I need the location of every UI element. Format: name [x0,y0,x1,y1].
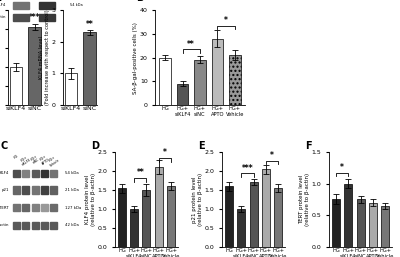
Bar [274,188,282,247]
Bar [194,60,206,105]
Text: A: A [0,0,2,3]
Bar [32,204,38,212]
Bar [212,39,223,105]
Bar [32,170,38,177]
Bar [250,182,258,247]
Y-axis label: KLF4 mRNA level
(Fold increase with respect to control): KLF4 mRNA level (Fold increase with resp… [39,10,50,105]
Y-axis label: p21 protein level
(relative to β-actin): p21 protein level (relative to β-actin) [192,173,203,226]
Bar [229,55,240,105]
Bar [155,167,163,247]
Text: HG+
APTO: HG+ APTO [38,154,50,166]
Bar [13,170,20,177]
Text: C: C [0,141,8,151]
Bar [262,169,270,247]
Text: β-actin: β-actin [0,223,9,227]
Text: *: * [224,16,228,25]
Bar [41,186,48,194]
Text: KLF4: KLF4 [0,171,9,176]
Bar [142,190,150,247]
Bar [225,186,233,247]
Bar [64,73,77,105]
Bar [344,184,352,247]
Bar [22,170,29,177]
Y-axis label: KLF4 protein level
(relative to β-actin): KLF4 protein level (relative to β-actin) [85,173,96,226]
Text: B: B [136,0,143,3]
Text: 42 kDa: 42 kDa [65,223,78,227]
Text: p21: p21 [2,188,9,192]
Text: **: ** [187,40,195,49]
Text: TERT: TERT [0,206,9,210]
Bar [22,222,29,229]
Text: 21 kDa: 21 kDa [65,188,78,192]
Bar [50,186,58,194]
Bar [41,222,48,229]
Text: HG+
siNC: HG+ siNC [30,154,41,166]
Bar [28,27,41,105]
Text: **: ** [86,20,94,29]
Bar [160,58,171,105]
Bar [32,186,38,194]
Bar [41,170,48,177]
Bar [237,209,245,247]
Text: HG: HG [13,154,19,160]
Bar [356,199,364,247]
Text: F: F [305,141,312,151]
Bar [381,206,389,247]
Text: D: D [91,141,99,151]
Bar [22,204,29,212]
Text: HG+
Vehicle: HG+ Vehicle [47,154,61,168]
Bar [118,188,126,247]
Y-axis label: SA-β-gal-positive cells (%): SA-β-gal-positive cells (%) [134,22,138,94]
Y-axis label: TERT protein level
(relative to β-actin): TERT protein level (relative to β-actin) [300,173,310,226]
Bar [13,204,20,212]
Text: *: * [340,163,344,172]
Text: *: * [163,149,167,158]
Bar [10,67,22,105]
Bar [22,186,29,194]
Bar [32,222,38,229]
Bar [130,209,138,247]
Text: HG+
siKLF4: HG+ siKLF4 [19,154,32,167]
Bar [41,204,48,212]
Bar [50,204,58,212]
Bar [13,222,20,229]
Bar [13,186,20,194]
Text: E: E [198,141,205,151]
Bar [332,199,340,247]
Text: **: ** [136,169,144,178]
Bar [369,203,377,247]
Bar [177,84,188,105]
Bar [84,32,96,105]
Bar [167,186,175,247]
Text: *: * [270,151,274,160]
Text: ***: *** [242,163,253,172]
Bar [50,170,58,177]
Text: 54 kDa: 54 kDa [65,171,78,176]
Bar [50,222,58,229]
Text: ***: *** [29,13,40,22]
Text: 127 kDa: 127 kDa [65,206,81,210]
